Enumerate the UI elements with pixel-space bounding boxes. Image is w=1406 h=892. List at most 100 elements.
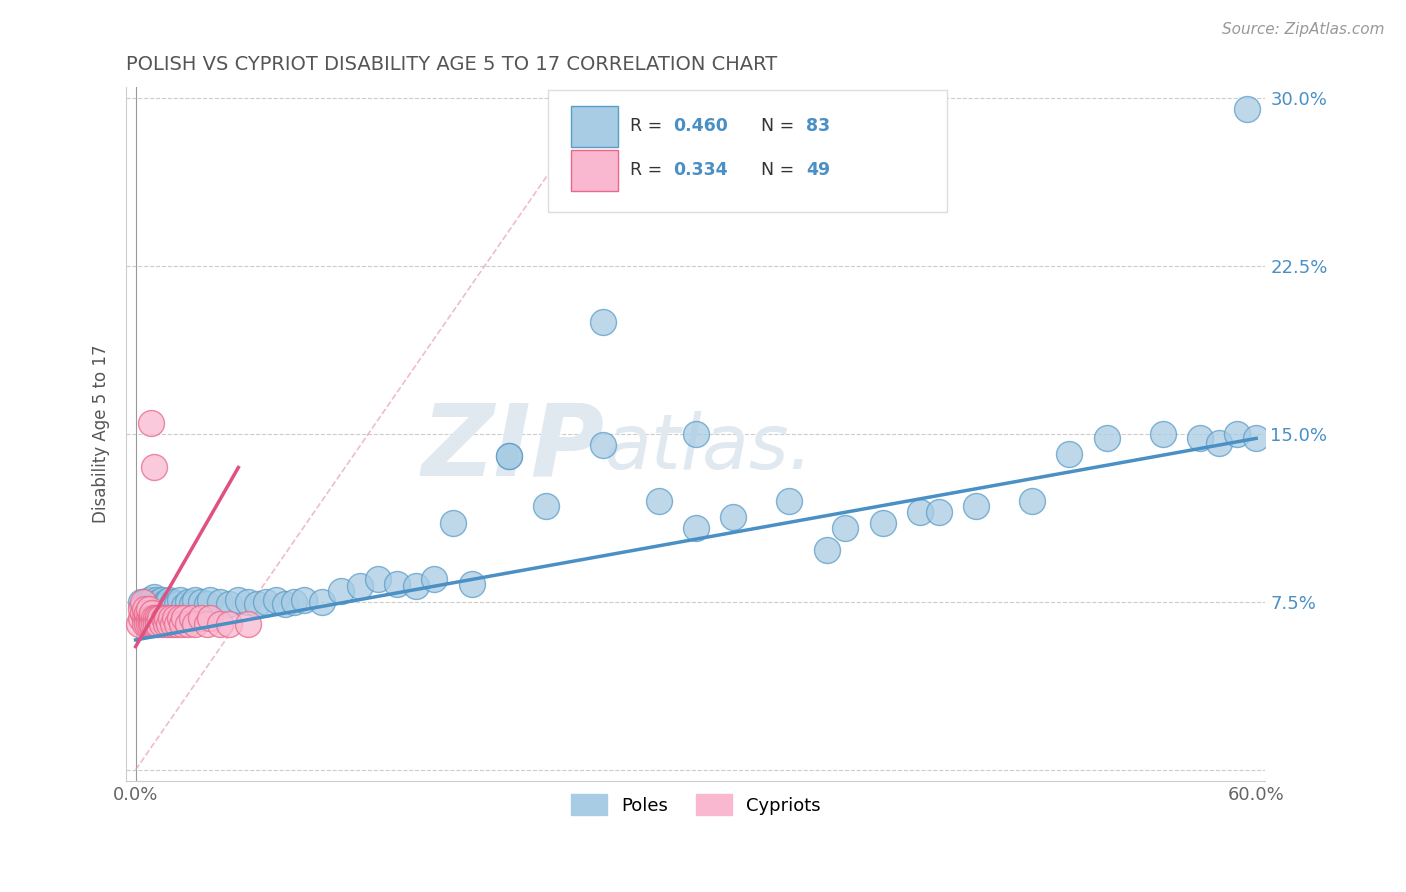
Text: 83: 83	[807, 118, 831, 136]
Text: atlas.: atlas.	[605, 411, 814, 484]
Point	[1208, 435, 1230, 450]
Point	[145, 597, 167, 611]
Point	[145, 592, 167, 607]
Point	[246, 597, 269, 611]
Point	[908, 505, 931, 519]
Point	[834, 521, 856, 535]
Point	[149, 601, 172, 615]
Point	[157, 592, 180, 607]
Point	[128, 617, 150, 632]
Point	[143, 617, 166, 632]
Point	[152, 599, 174, 614]
Point	[441, 516, 464, 531]
Point	[228, 592, 250, 607]
Point	[208, 617, 231, 632]
Point	[169, 610, 191, 624]
Point	[162, 617, 184, 632]
Point	[139, 617, 162, 632]
Point	[1226, 426, 1249, 441]
Point	[129, 595, 152, 609]
Text: N =: N =	[761, 161, 800, 179]
Point	[166, 617, 188, 632]
Point	[536, 499, 558, 513]
Point	[1236, 102, 1258, 116]
Point	[184, 617, 207, 632]
Text: Source: ZipAtlas.com: Source: ZipAtlas.com	[1222, 22, 1385, 37]
Point	[218, 597, 240, 611]
Point	[177, 617, 200, 632]
Point	[138, 601, 160, 615]
Point	[169, 592, 191, 607]
Point	[236, 617, 259, 632]
Point	[218, 617, 240, 632]
Point	[1152, 426, 1174, 441]
Text: N =: N =	[761, 118, 800, 136]
Point	[311, 595, 333, 609]
FancyBboxPatch shape	[548, 90, 946, 211]
Point	[200, 610, 222, 624]
Point	[143, 599, 166, 614]
Point	[152, 610, 174, 624]
Point	[129, 601, 152, 615]
Point	[132, 595, 155, 609]
Point	[160, 599, 183, 614]
Point	[349, 579, 371, 593]
Point	[152, 597, 174, 611]
Point	[195, 617, 218, 632]
Point	[180, 597, 202, 611]
Point	[146, 617, 169, 632]
Point	[177, 595, 200, 609]
Point	[157, 617, 180, 632]
Point	[138, 592, 160, 607]
Point	[156, 610, 179, 624]
Point	[146, 599, 169, 614]
Point	[172, 617, 194, 632]
Text: 0.460: 0.460	[673, 118, 728, 136]
Point	[264, 592, 287, 607]
Point	[723, 509, 745, 524]
Point	[141, 597, 163, 611]
Point	[143, 610, 166, 624]
Point	[778, 494, 800, 508]
Point	[423, 573, 446, 587]
Point	[1189, 431, 1212, 445]
Point	[134, 595, 156, 609]
Text: R =: R =	[630, 161, 668, 179]
Point	[143, 591, 166, 605]
Y-axis label: Disability Age 5 to 17: Disability Age 5 to 17	[93, 344, 110, 523]
Point	[647, 494, 669, 508]
Point	[1021, 494, 1043, 508]
Point	[139, 599, 162, 614]
Point	[184, 592, 207, 607]
Point	[208, 595, 231, 609]
Point	[283, 595, 305, 609]
Point	[292, 592, 315, 607]
Text: 49: 49	[807, 161, 831, 179]
FancyBboxPatch shape	[571, 106, 619, 147]
Point	[138, 617, 160, 632]
Point	[155, 617, 177, 632]
Point	[385, 577, 408, 591]
Point	[143, 460, 166, 475]
Point	[135, 617, 157, 632]
Point	[134, 610, 156, 624]
Point	[160, 610, 183, 624]
Point	[190, 595, 212, 609]
Point	[815, 543, 838, 558]
Point	[872, 516, 894, 531]
Point	[141, 601, 163, 615]
Text: R =: R =	[630, 118, 668, 136]
Legend: Poles, Cypriots: Poles, Cypriots	[562, 785, 830, 824]
Point	[150, 617, 173, 632]
Point	[254, 595, 277, 609]
Point	[134, 601, 156, 615]
Point	[592, 438, 614, 452]
Point	[150, 592, 173, 607]
Text: ZIP: ZIP	[422, 400, 605, 496]
Point	[156, 597, 179, 611]
Point	[155, 595, 177, 609]
Point	[180, 610, 202, 624]
Point	[141, 617, 163, 632]
Point	[498, 450, 520, 464]
Point	[166, 597, 188, 611]
